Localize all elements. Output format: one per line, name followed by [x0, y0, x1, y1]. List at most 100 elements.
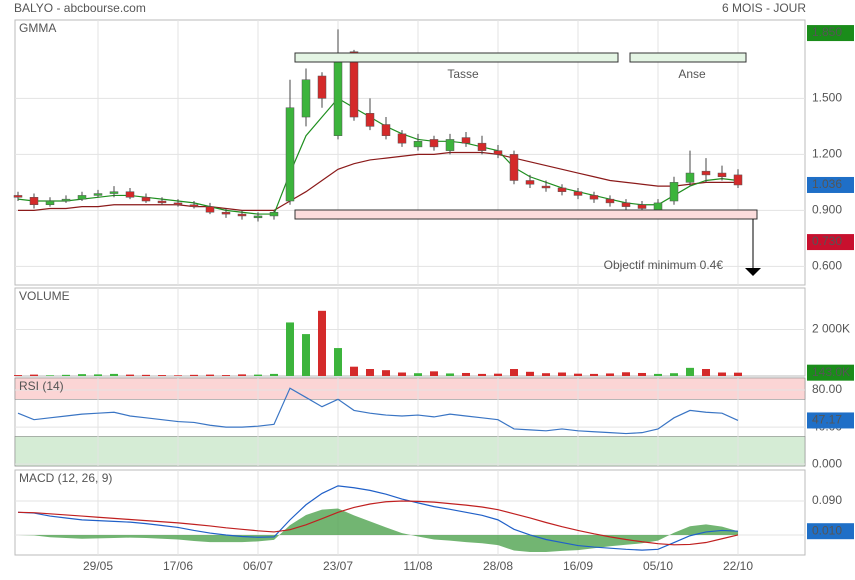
- candle-body: [493, 150, 503, 155]
- candle-body: [429, 139, 439, 148]
- candle-body: [173, 202, 183, 206]
- candle-body: [461, 137, 471, 144]
- volume-bar: [414, 373, 422, 376]
- volume-bar: [542, 373, 550, 376]
- candle-body: [13, 195, 23, 198]
- volume-bar: [622, 372, 630, 376]
- candle-body: [557, 187, 567, 192]
- volume-bar: [446, 373, 454, 376]
- volume-bar: [78, 374, 86, 376]
- y-tick-label: 1.500: [812, 91, 842, 105]
- candle-body: [637, 204, 647, 209]
- candle-body: [61, 198, 71, 202]
- arrow-head: [745, 268, 761, 276]
- volume-bar: [158, 375, 166, 376]
- volume-bar: [206, 374, 214, 376]
- candle-body: [717, 172, 727, 178]
- value-badge: [807, 412, 854, 429]
- histogram-area: [18, 508, 738, 552]
- candle-body: [621, 202, 631, 207]
- volume-bar: [238, 374, 246, 376]
- y-tick-label: 1.200: [812, 147, 842, 161]
- value-badge-label: 47.17: [812, 413, 842, 427]
- volume-bar: [286, 322, 294, 376]
- volume-bar: [126, 374, 134, 376]
- value-badge: [807, 523, 854, 540]
- volume-bar: [558, 372, 566, 376]
- volume-bar: [670, 373, 678, 376]
- candle-body: [653, 202, 663, 211]
- volume-bar: [510, 369, 518, 376]
- candle-body: [381, 124, 391, 136]
- panel: [14, 19, 806, 286]
- candle-body: [589, 195, 599, 200]
- volume-bar: [718, 372, 726, 376]
- panel-title: RSI (14): [19, 379, 64, 393]
- volume-bar: [734, 372, 742, 376]
- candle-body: [445, 139, 455, 151]
- candle-body: [413, 141, 423, 148]
- volume-bar: [142, 374, 150, 376]
- candle-body: [733, 174, 743, 186]
- volume-bar: [334, 348, 342, 376]
- candle-body: [301, 79, 311, 118]
- candle-body: [477, 142, 487, 151]
- volume-bar: [430, 371, 438, 376]
- volume-bar: [318, 310, 326, 376]
- volume-bar: [574, 373, 582, 376]
- zone: [14, 436, 806, 467]
- volume-bar: [398, 372, 406, 376]
- panel-title: GMMA: [19, 21, 56, 35]
- candle-body: [365, 113, 375, 127]
- volume-bar: [190, 374, 198, 376]
- candle-body: [157, 200, 167, 204]
- candle-body: [77, 195, 87, 200]
- zone: [14, 377, 806, 400]
- volume-bar: [590, 373, 598, 376]
- volume-bar: [174, 375, 182, 376]
- line: [17, 97, 739, 215]
- volume-bar: [366, 369, 374, 376]
- volume-bar: [462, 372, 470, 376]
- candle-body: [125, 191, 135, 198]
- annotation: Objectif minimum 0.4€: [604, 258, 724, 272]
- volume-bar: [350, 366, 358, 376]
- x-tick-label: 23/07: [323, 559, 353, 573]
- annotation: Anse: [678, 67, 706, 81]
- candle-body: [333, 60, 343, 136]
- panel-title: MACD (12, 26, 9): [19, 471, 112, 485]
- volume-bar: [526, 371, 534, 376]
- candle-body: [349, 51, 359, 118]
- candle-body: [189, 204, 199, 207]
- line: [17, 485, 739, 551]
- candle-body: [541, 185, 551, 189]
- volume-bar: [222, 375, 230, 376]
- x-tick-label: 06/07: [243, 559, 273, 573]
- candle-body: [237, 213, 247, 217]
- volume-bar: [62, 374, 70, 376]
- volume-bar: [606, 373, 614, 376]
- value-badge: [807, 25, 854, 42]
- candle-body: [141, 197, 151, 202]
- volume-bar: [654, 373, 662, 376]
- panel-title: VOLUME: [19, 289, 70, 303]
- candle-body: [221, 211, 231, 215]
- volume-bar: [94, 374, 102, 376]
- value-badge-label: 0.730: [812, 234, 842, 248]
- pattern-box: [629, 52, 747, 63]
- volume-bar: [270, 373, 278, 376]
- value-badge: [807, 364, 854, 381]
- x-tick-label: 28/08: [483, 559, 513, 573]
- volume-bar: [14, 375, 22, 376]
- candle-body: [701, 170, 711, 176]
- volume-bar: [254, 374, 262, 376]
- line: [17, 500, 739, 546]
- value-badge: [807, 234, 854, 251]
- volume-bar: [302, 334, 310, 376]
- candle-body: [605, 198, 615, 204]
- volume-bar: [46, 375, 54, 376]
- value-badge: [807, 176, 854, 193]
- candle-body: [253, 215, 263, 219]
- candle-body: [269, 211, 279, 217]
